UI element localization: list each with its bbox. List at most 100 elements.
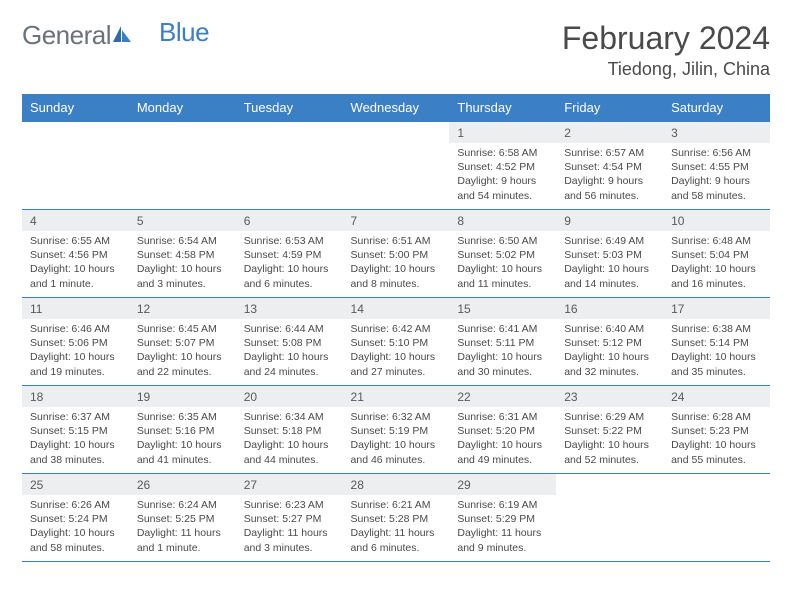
sunset-text: Sunset: 4:58 PM (137, 248, 228, 262)
day-number: 22 (449, 386, 556, 407)
day-cell: 8Sunrise: 6:50 AMSunset: 5:02 PMDaylight… (449, 210, 556, 298)
week-row: 1Sunrise: 6:58 AMSunset: 4:52 PMDaylight… (22, 122, 770, 210)
day-cell: 11Sunrise: 6:46 AMSunset: 5:06 PMDayligh… (22, 298, 129, 386)
sunrise-text: Sunrise: 6:45 AM (137, 322, 228, 336)
day-cell (236, 122, 343, 210)
sunrise-text: Sunrise: 6:34 AM (244, 410, 335, 424)
day-cell (663, 474, 770, 562)
sunrise-text: Sunrise: 6:44 AM (244, 322, 335, 336)
day-details: Sunrise: 6:56 AMSunset: 4:55 PMDaylight:… (663, 143, 770, 209)
day-number: 26 (129, 474, 236, 495)
day-details: Sunrise: 6:53 AMSunset: 4:59 PMDaylight:… (236, 231, 343, 297)
day-cell: 21Sunrise: 6:32 AMSunset: 5:19 PMDayligh… (343, 386, 450, 474)
daylight-text: Daylight: 10 hours and 32 minutes. (564, 350, 655, 378)
day-cell: 10Sunrise: 6:48 AMSunset: 5:04 PMDayligh… (663, 210, 770, 298)
day-details: Sunrise: 6:41 AMSunset: 5:11 PMDaylight:… (449, 319, 556, 385)
day-cell: 19Sunrise: 6:35 AMSunset: 5:16 PMDayligh… (129, 386, 236, 474)
day-details: Sunrise: 6:40 AMSunset: 5:12 PMDaylight:… (556, 319, 663, 385)
daylight-text: Daylight: 10 hours and 38 minutes. (30, 438, 121, 466)
daylight-text: Daylight: 9 hours and 54 minutes. (457, 174, 548, 202)
day-number: 6 (236, 210, 343, 231)
day-cell (343, 122, 450, 210)
page-title: February 2024 (562, 20, 770, 57)
day-details: Sunrise: 6:49 AMSunset: 5:03 PMDaylight:… (556, 231, 663, 297)
day-cell: 26Sunrise: 6:24 AMSunset: 5:25 PMDayligh… (129, 474, 236, 562)
sunset-text: Sunset: 5:19 PM (351, 424, 442, 438)
logo-text-general: General (22, 20, 111, 51)
sunrise-text: Sunrise: 6:37 AM (30, 410, 121, 424)
sunset-text: Sunset: 5:22 PM (564, 424, 655, 438)
logo-text-blue: Blue (159, 17, 209, 48)
sunset-text: Sunset: 5:03 PM (564, 248, 655, 262)
sunset-text: Sunset: 5:12 PM (564, 336, 655, 350)
weekday-header: Sunday (22, 94, 129, 122)
daylight-text: Daylight: 10 hours and 58 minutes. (30, 526, 121, 554)
day-details: Sunrise: 6:19 AMSunset: 5:29 PMDaylight:… (449, 495, 556, 561)
day-cell (22, 122, 129, 210)
sunset-text: Sunset: 5:11 PM (457, 336, 548, 350)
sunset-text: Sunset: 5:08 PM (244, 336, 335, 350)
sunrise-text: Sunrise: 6:40 AM (564, 322, 655, 336)
sunset-text: Sunset: 5:06 PM (30, 336, 121, 350)
sunrise-text: Sunrise: 6:48 AM (671, 234, 762, 248)
day-details: Sunrise: 6:26 AMSunset: 5:24 PMDaylight:… (22, 495, 129, 561)
daylight-text: Daylight: 11 hours and 1 minute. (137, 526, 228, 554)
week-row: 18Sunrise: 6:37 AMSunset: 5:15 PMDayligh… (22, 386, 770, 474)
day-cell: 25Sunrise: 6:26 AMSunset: 5:24 PMDayligh… (22, 474, 129, 562)
sunset-text: Sunset: 5:20 PM (457, 424, 548, 438)
daylight-text: Daylight: 11 hours and 6 minutes. (351, 526, 442, 554)
sunrise-text: Sunrise: 6:54 AM (137, 234, 228, 248)
day-details: Sunrise: 6:24 AMSunset: 5:25 PMDaylight:… (129, 495, 236, 561)
sunrise-text: Sunrise: 6:41 AM (457, 322, 548, 336)
day-number: 23 (556, 386, 663, 407)
daylight-text: Daylight: 10 hours and 16 minutes. (671, 262, 762, 290)
day-number: 15 (449, 298, 556, 319)
day-cell: 4Sunrise: 6:55 AMSunset: 4:56 PMDaylight… (22, 210, 129, 298)
day-details: Sunrise: 6:29 AMSunset: 5:22 PMDaylight:… (556, 407, 663, 473)
sunrise-text: Sunrise: 6:57 AM (564, 146, 655, 160)
day-number: 12 (129, 298, 236, 319)
weekday-header-row: SundayMondayTuesdayWednesdayThursdayFrid… (22, 94, 770, 122)
sunrise-text: Sunrise: 6:55 AM (30, 234, 121, 248)
sunset-text: Sunset: 5:16 PM (137, 424, 228, 438)
sunrise-text: Sunrise: 6:49 AM (564, 234, 655, 248)
day-details: Sunrise: 6:54 AMSunset: 4:58 PMDaylight:… (129, 231, 236, 297)
day-number: 25 (22, 474, 129, 495)
sunset-text: Sunset: 4:54 PM (564, 160, 655, 174)
sunrise-text: Sunrise: 6:29 AM (564, 410, 655, 424)
sunrise-text: Sunrise: 6:35 AM (137, 410, 228, 424)
sunrise-text: Sunrise: 6:56 AM (671, 146, 762, 160)
day-details: Sunrise: 6:57 AMSunset: 4:54 PMDaylight:… (556, 143, 663, 209)
logo-sail-icon (111, 20, 133, 51)
daylight-text: Daylight: 11 hours and 3 minutes. (244, 526, 335, 554)
day-cell: 12Sunrise: 6:45 AMSunset: 5:07 PMDayligh… (129, 298, 236, 386)
daylight-text: Daylight: 10 hours and 46 minutes. (351, 438, 442, 466)
sunrise-text: Sunrise: 6:53 AM (244, 234, 335, 248)
day-cell: 20Sunrise: 6:34 AMSunset: 5:18 PMDayligh… (236, 386, 343, 474)
weekday-header: Wednesday (343, 94, 450, 122)
daylight-text: Daylight: 10 hours and 1 minute. (30, 262, 121, 290)
daylight-text: Daylight: 10 hours and 49 minutes. (457, 438, 548, 466)
sunset-text: Sunset: 5:10 PM (351, 336, 442, 350)
daylight-text: Daylight: 10 hours and 24 minutes. (244, 350, 335, 378)
day-details: Sunrise: 6:35 AMSunset: 5:16 PMDaylight:… (129, 407, 236, 473)
day-cell: 16Sunrise: 6:40 AMSunset: 5:12 PMDayligh… (556, 298, 663, 386)
day-details: Sunrise: 6:34 AMSunset: 5:18 PMDaylight:… (236, 407, 343, 473)
day-details: Sunrise: 6:38 AMSunset: 5:14 PMDaylight:… (663, 319, 770, 385)
weekday-header: Friday (556, 94, 663, 122)
daylight-text: Daylight: 10 hours and 30 minutes. (457, 350, 548, 378)
sunset-text: Sunset: 5:28 PM (351, 512, 442, 526)
sunset-text: Sunset: 5:24 PM (30, 512, 121, 526)
day-details: Sunrise: 6:58 AMSunset: 4:52 PMDaylight:… (449, 143, 556, 209)
sunrise-text: Sunrise: 6:50 AM (457, 234, 548, 248)
day-number: 5 (129, 210, 236, 231)
day-number: 8 (449, 210, 556, 231)
daylight-text: Daylight: 10 hours and 8 minutes. (351, 262, 442, 290)
logo: General Blue (22, 20, 209, 51)
location-text: Tiedong, Jilin, China (562, 59, 770, 80)
day-cell: 14Sunrise: 6:42 AMSunset: 5:10 PMDayligh… (343, 298, 450, 386)
calendar-body: 1Sunrise: 6:58 AMSunset: 4:52 PMDaylight… (22, 122, 770, 562)
day-cell: 13Sunrise: 6:44 AMSunset: 5:08 PMDayligh… (236, 298, 343, 386)
weekday-header: Saturday (663, 94, 770, 122)
daylight-text: Daylight: 10 hours and 6 minutes. (244, 262, 335, 290)
